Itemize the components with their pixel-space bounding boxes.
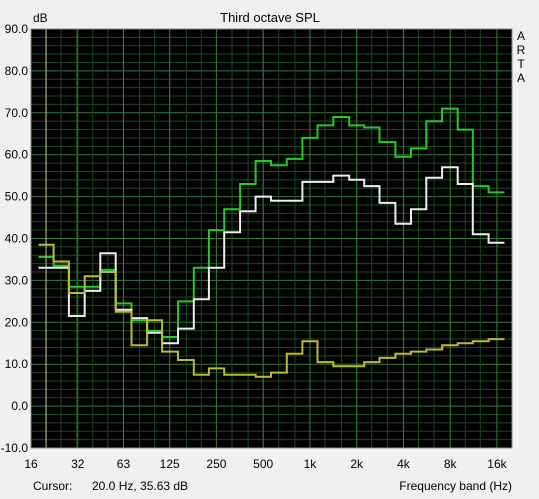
x-tick-label: 16 (24, 457, 38, 471)
brand-letter: R (517, 43, 526, 57)
y-tick-label: -10.0 (1, 441, 29, 455)
x-tick-label: 500 (253, 457, 273, 471)
chart-title: Third octave SPL (220, 10, 320, 25)
y-tick-label: 40.0 (5, 232, 29, 246)
x-tick-label: 2k (350, 457, 364, 471)
y-tick-label: 30.0 (5, 273, 29, 287)
y-tick-label: 10.0 (5, 357, 29, 371)
series-group (38, 107, 505, 378)
y-axis-ticks: 90.0 80.0 70.0 60.0 50.0 40.0 30.0 20.0 10.0 0.0 -… (1, 22, 29, 455)
frequency-band-label: Frequency band (Hz) (399, 479, 512, 493)
x-tick-label: 63 (117, 457, 131, 471)
y-tick-label: 90.0 (5, 22, 29, 36)
x-tick-label: 16k (487, 457, 507, 471)
x-tick-label: 8k (444, 457, 458, 471)
brand-letter: T (517, 57, 525, 71)
y-tick-label: 50.0 (5, 190, 29, 204)
cursor-readout: 20.0 Hz, 35.63 dB (92, 479, 188, 493)
y-tick-label: 0.0 (11, 399, 28, 413)
y-tick-label: 60.0 (5, 148, 29, 162)
y-tick-label: 20.0 (5, 315, 29, 329)
x-tick-label: 32 (71, 457, 85, 471)
y-tick-label: 70.0 (5, 106, 29, 120)
series-line-1 (38, 107, 505, 338)
brand-letter: A (517, 71, 525, 85)
x-tick-label: 4k (397, 457, 411, 471)
cursor-label: Cursor: (33, 479, 72, 493)
series-line-2 (38, 166, 505, 345)
plot-border (30, 28, 513, 449)
x-tick-label: 250 (206, 457, 226, 471)
x-tick-label: 125 (160, 457, 180, 471)
series-line-3 (38, 243, 505, 378)
brand-letter: A (517, 29, 525, 43)
x-tick-label: 1k (304, 457, 318, 471)
y-unit-label: dB (33, 11, 48, 25)
x-axis-ticks: 16 32 63 125 250 500 1k 2k 4k 8k 16k (24, 457, 507, 471)
y-tick-label: 80.0 (5, 64, 29, 78)
